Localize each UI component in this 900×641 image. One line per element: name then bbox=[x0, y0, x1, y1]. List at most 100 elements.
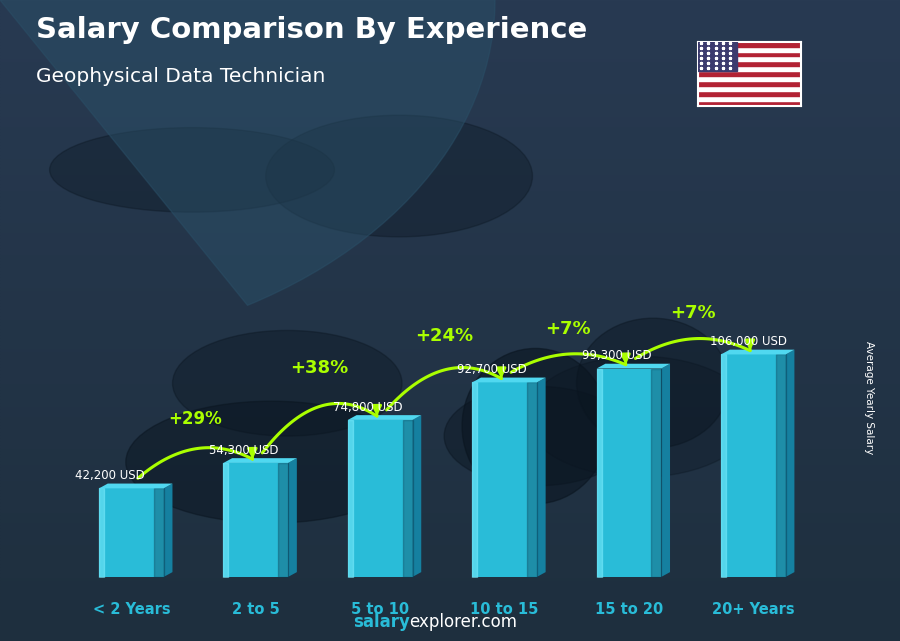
Bar bbox=[0, 551, 900, 554]
Bar bbox=[0, 577, 900, 580]
Bar bbox=[0, 351, 900, 354]
Bar bbox=[0, 29, 900, 32]
Polygon shape bbox=[662, 363, 670, 577]
Bar bbox=[0, 419, 900, 422]
Text: +7%: +7% bbox=[670, 304, 716, 322]
Bar bbox=[0, 306, 900, 309]
Polygon shape bbox=[164, 483, 173, 577]
Bar bbox=[0, 232, 900, 235]
Bar bbox=[0, 94, 900, 97]
Bar bbox=[698, 81, 801, 86]
Bar bbox=[0, 274, 900, 277]
Bar bbox=[0, 171, 900, 174]
Bar bbox=[0, 197, 900, 200]
Bar bbox=[0, 81, 900, 84]
Bar bbox=[0, 309, 900, 312]
Bar bbox=[0, 100, 900, 103]
Polygon shape bbox=[597, 369, 662, 577]
Polygon shape bbox=[99, 483, 173, 488]
Text: 2 to 5: 2 to 5 bbox=[232, 602, 280, 617]
Bar bbox=[698, 42, 801, 47]
Text: Salary Comparison By Experience: Salary Comparison By Experience bbox=[36, 16, 587, 44]
Bar bbox=[0, 393, 900, 396]
Bar bbox=[0, 503, 900, 506]
Bar bbox=[698, 71, 801, 76]
Bar bbox=[0, 364, 900, 367]
Bar bbox=[0, 303, 900, 306]
Bar bbox=[0, 200, 900, 203]
Text: < 2 Years: < 2 Years bbox=[93, 602, 170, 617]
Bar bbox=[0, 615, 900, 619]
Bar bbox=[0, 22, 900, 26]
Bar bbox=[0, 535, 900, 538]
Bar bbox=[0, 490, 900, 493]
Bar bbox=[0, 154, 900, 158]
Bar bbox=[0, 622, 900, 625]
Bar bbox=[0, 554, 900, 557]
Bar bbox=[0, 126, 900, 129]
Bar bbox=[0, 338, 900, 342]
Bar bbox=[0, 587, 900, 590]
Bar bbox=[0, 16, 900, 19]
Bar bbox=[0, 522, 900, 525]
Bar bbox=[0, 145, 900, 148]
Bar bbox=[0, 283, 900, 287]
Bar bbox=[0, 110, 900, 113]
Bar bbox=[0, 499, 900, 503]
Ellipse shape bbox=[173, 330, 402, 436]
Bar bbox=[0, 470, 900, 474]
Bar bbox=[0, 210, 900, 213]
Bar bbox=[0, 596, 900, 599]
Bar bbox=[0, 315, 900, 319]
Bar bbox=[698, 62, 801, 66]
Text: 74,800 USD: 74,800 USD bbox=[333, 401, 402, 413]
Bar bbox=[0, 544, 900, 547]
Text: 20+ Years: 20+ Years bbox=[712, 602, 795, 617]
Polygon shape bbox=[721, 354, 786, 577]
Text: salary: salary bbox=[353, 613, 410, 631]
Text: 42,200 USD: 42,200 USD bbox=[76, 469, 145, 482]
Bar bbox=[0, 525, 900, 528]
Bar bbox=[0, 631, 900, 635]
Bar bbox=[0, 506, 900, 509]
Bar bbox=[0, 158, 900, 161]
Polygon shape bbox=[721, 350, 795, 354]
Bar bbox=[0, 431, 900, 435]
Bar bbox=[0, 580, 900, 583]
Bar bbox=[0, 258, 900, 261]
Bar bbox=[0, 435, 900, 438]
Bar bbox=[0, 444, 900, 447]
Bar bbox=[0, 97, 900, 100]
Bar bbox=[0, 84, 900, 87]
Bar bbox=[0, 106, 900, 110]
Bar bbox=[0, 326, 900, 329]
Text: +29%: +29% bbox=[168, 410, 222, 428]
Bar bbox=[0, 45, 900, 48]
Bar bbox=[0, 65, 900, 68]
Bar bbox=[0, 399, 900, 403]
Bar bbox=[0, 87, 900, 90]
Bar bbox=[0, 493, 900, 496]
Bar bbox=[0, 242, 900, 245]
Bar bbox=[0, 370, 900, 374]
Text: +24%: +24% bbox=[415, 327, 473, 345]
Bar bbox=[0, 396, 900, 399]
Bar bbox=[698, 101, 801, 106]
Bar bbox=[0, 138, 900, 142]
Text: 92,700 USD: 92,700 USD bbox=[457, 363, 527, 376]
Text: Geophysical Data Technician: Geophysical Data Technician bbox=[36, 67, 326, 87]
Bar bbox=[0, 628, 900, 631]
Bar bbox=[0, 35, 900, 38]
Bar bbox=[0, 38, 900, 42]
Polygon shape bbox=[223, 463, 288, 577]
Bar bbox=[0, 342, 900, 345]
Bar bbox=[0, 438, 900, 441]
Polygon shape bbox=[288, 458, 297, 577]
Bar bbox=[0, 415, 900, 419]
Bar bbox=[698, 91, 801, 96]
Bar bbox=[0, 538, 900, 541]
Bar bbox=[698, 56, 801, 62]
Bar bbox=[0, 71, 900, 74]
Bar bbox=[0, 487, 900, 490]
Bar bbox=[0, 425, 900, 428]
